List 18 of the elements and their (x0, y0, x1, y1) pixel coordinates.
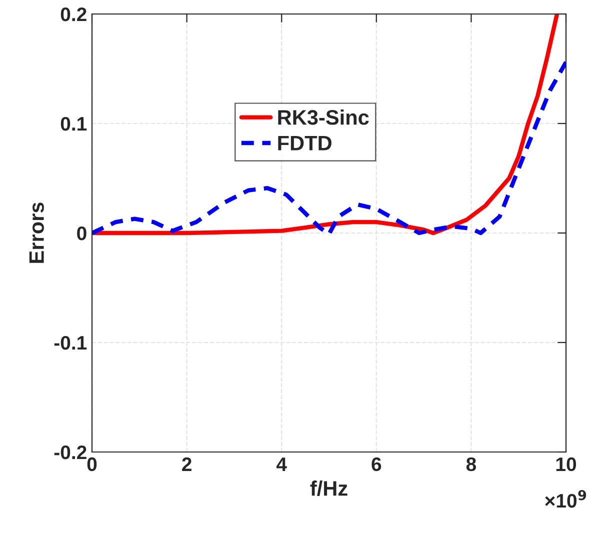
line-series (92, 60, 566, 236)
legend-label: RK3-Sinc (278, 110, 369, 125)
x-tick-label: 4 (276, 458, 287, 471)
x-tick-label: 6 (372, 457, 382, 472)
y-tick-label: 0.2 (60, 7, 86, 22)
x-tick-label: 2 (182, 457, 192, 471)
y-tick-label: -0.1 (54, 336, 87, 350)
y-tick-label: 0 (77, 226, 86, 240)
x-axis-title: f/Hz (310, 480, 348, 496)
y-axis-title: Errors (29, 202, 44, 263)
x-tick-label: 10 (556, 457, 576, 472)
x-tick-label: 8 (466, 457, 476, 472)
legend-label: FDTD (278, 136, 332, 150)
x-tick-label: 0 (87, 457, 97, 472)
text: ×10$^{9}$ (545, 490, 586, 508)
y-tick-label: -0.2 (54, 445, 86, 460)
y-tick-label: 0.1 (60, 116, 87, 131)
line-series (92, 14, 560, 236)
